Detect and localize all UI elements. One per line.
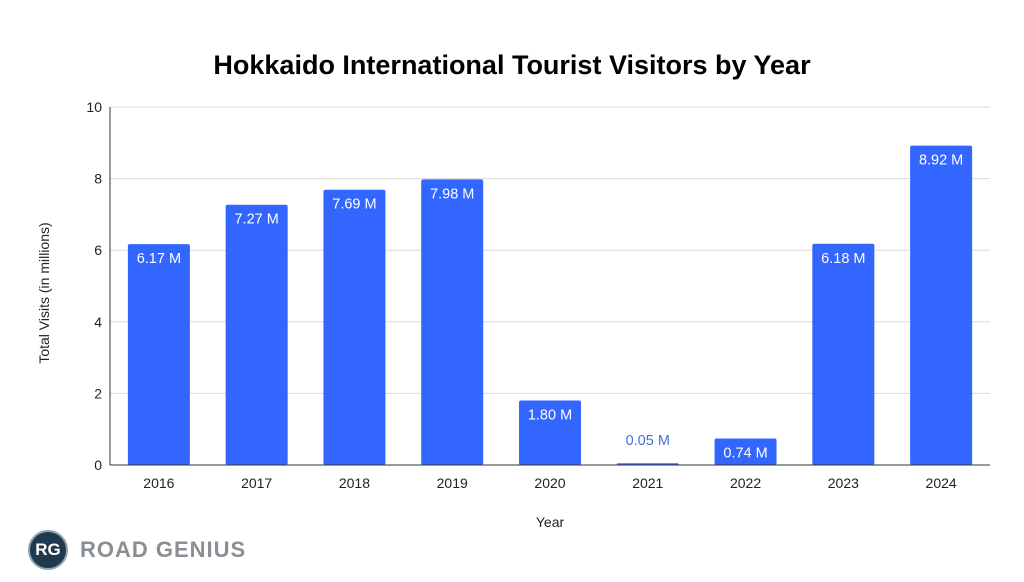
logo: RG ROAD GENIUS (28, 530, 246, 570)
logo-badge: RG (28, 530, 68, 570)
x-tick-label: 2022 (730, 475, 761, 491)
x-tick-label: 2018 (339, 475, 370, 491)
chart-title: Hokkaido International Tourist Visitors … (213, 50, 811, 80)
bar-2016 (127, 244, 190, 465)
x-tick-label: 2019 (437, 475, 468, 491)
x-tick-label: 2021 (632, 475, 663, 491)
bar-2024 (910, 145, 973, 465)
x-tick-label: 2024 (926, 475, 957, 491)
bar-2017 (225, 204, 288, 465)
data-label-2019: 7.98 M (430, 186, 474, 202)
x-tick-label: 2020 (534, 475, 565, 491)
y-tick-label: 10 (86, 99, 102, 115)
y-tick-label: 0 (94, 457, 102, 473)
bar-2019 (421, 179, 484, 466)
y-tick-label: 4 (94, 314, 102, 330)
data-label-2021: 0.05 M (626, 433, 670, 449)
y-tick-label: 2 (94, 385, 102, 401)
y-tick-label: 6 (94, 242, 102, 258)
data-label-2020: 1.80 M (528, 408, 572, 424)
x-axis-label: Year (535, 514, 565, 530)
x-tick-label: 2017 (241, 475, 272, 491)
bar-2020 (519, 400, 581, 465)
data-label-2023: 6.18 M (821, 251, 865, 267)
data-label-2017: 7.27 M (234, 212, 278, 228)
x-tick-label: 2016 (143, 475, 174, 491)
data-label-2024: 8.92 M (919, 153, 963, 169)
data-label-2018: 7.69 M (332, 197, 376, 213)
y-tick-label: 8 (94, 171, 102, 187)
x-tick-label: 2023 (828, 475, 859, 491)
logo-text: ROAD GENIUS (80, 537, 247, 562)
data-label-2016: 6.17 M (137, 251, 181, 267)
data-label-2022: 0.74 M (723, 446, 767, 462)
bar-2022 (714, 438, 777, 465)
bar-2018 (323, 189, 386, 465)
bar-2023 (812, 243, 875, 465)
